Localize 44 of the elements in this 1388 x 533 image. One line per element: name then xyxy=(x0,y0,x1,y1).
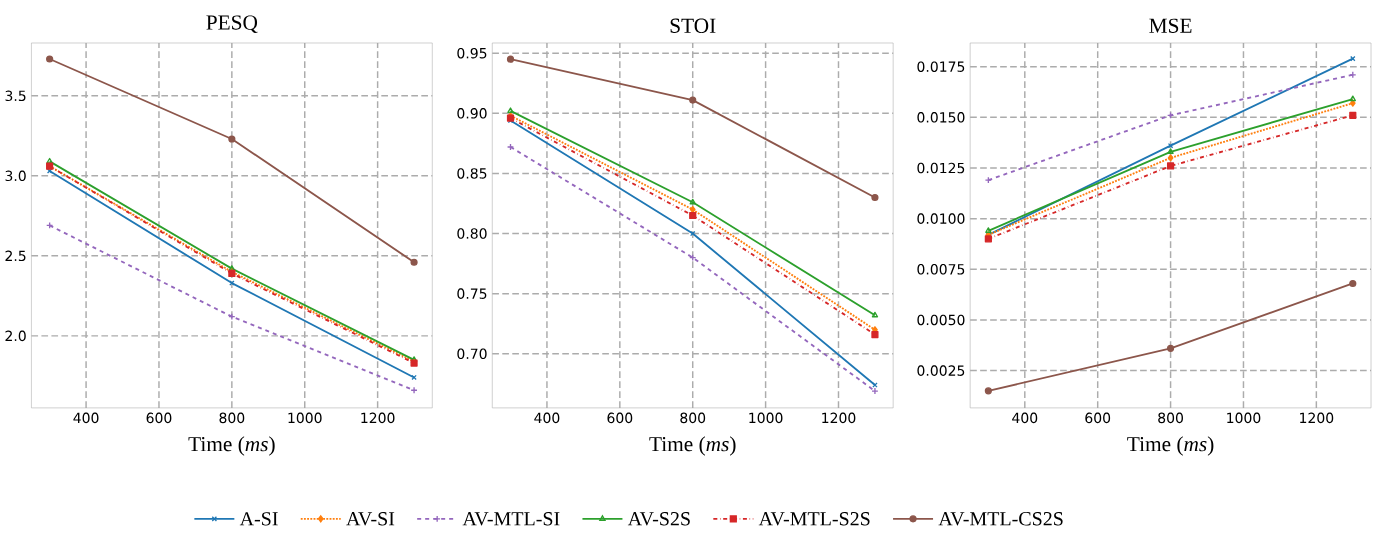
chart-title: PESQ xyxy=(206,15,258,34)
x-tick-label: 400 xyxy=(1012,412,1038,424)
x-tick-label: 400 xyxy=(534,412,560,424)
y-tick-label: 2.0 xyxy=(5,330,26,342)
x-tick-label: 1200 xyxy=(361,412,395,424)
y-tick-label: 0.0150 xyxy=(917,112,965,123)
y-tick-label: 0.0100 xyxy=(917,213,965,225)
y-tick-label: 0.0075 xyxy=(917,264,965,275)
x-axis-title: Time (ms) xyxy=(188,436,275,456)
y-tick-label: 0.75 xyxy=(457,288,487,300)
y-tick-label: 0.70 xyxy=(457,348,487,360)
y-tick-label: 0.0125 xyxy=(917,162,965,174)
y-tick-label: 2.5 xyxy=(5,250,26,262)
x-tick-label: 1000 xyxy=(288,412,322,424)
legend-label: AV-MTL-SI xyxy=(462,512,560,526)
x-tick-label: 1000 xyxy=(749,412,783,424)
x-axis-title: Time (ms) xyxy=(1127,436,1214,456)
legend-label: AV-MTL-CS2S xyxy=(938,512,1063,526)
y-tick-label: 0.0025 xyxy=(917,365,965,376)
y-tick-label: 0.90 xyxy=(457,108,487,119)
x-tick-label: 1200 xyxy=(822,412,856,424)
x-axis-title: Time (ms) xyxy=(649,436,736,456)
y-tick-label: 0.0175 xyxy=(917,61,965,73)
chart-title: STOI xyxy=(670,18,716,34)
legend-label: AV-SI xyxy=(346,512,395,526)
x-tick-label: 400 xyxy=(73,412,99,424)
y-tick-label: 0.85 xyxy=(457,168,487,179)
x-tick-label: 600 xyxy=(1085,412,1111,424)
y-tick-label: 3.5 xyxy=(5,90,26,102)
y-tick-label: 0.80 xyxy=(457,228,487,239)
chart-title: MSE xyxy=(1149,18,1192,34)
x-tick-label: 600 xyxy=(607,412,633,424)
x-tick-label: 1000 xyxy=(1227,412,1261,424)
x-tick-label: 800 xyxy=(1158,412,1183,424)
x-tick-label: 800 xyxy=(219,412,245,424)
legend-label: AV-MTL-S2S xyxy=(758,512,870,526)
x-tick-label: 600 xyxy=(146,412,172,424)
y-tick-label: 0.0050 xyxy=(917,314,965,326)
y-tick-label: 0.95 xyxy=(457,47,487,59)
x-tick-label: 800 xyxy=(680,412,706,424)
legend-label: A-SI xyxy=(239,512,278,526)
x-tick-label: 1200 xyxy=(1300,412,1334,424)
legend-label: AV-S2S xyxy=(627,512,690,526)
y-tick-label: 3.0 xyxy=(5,170,26,182)
